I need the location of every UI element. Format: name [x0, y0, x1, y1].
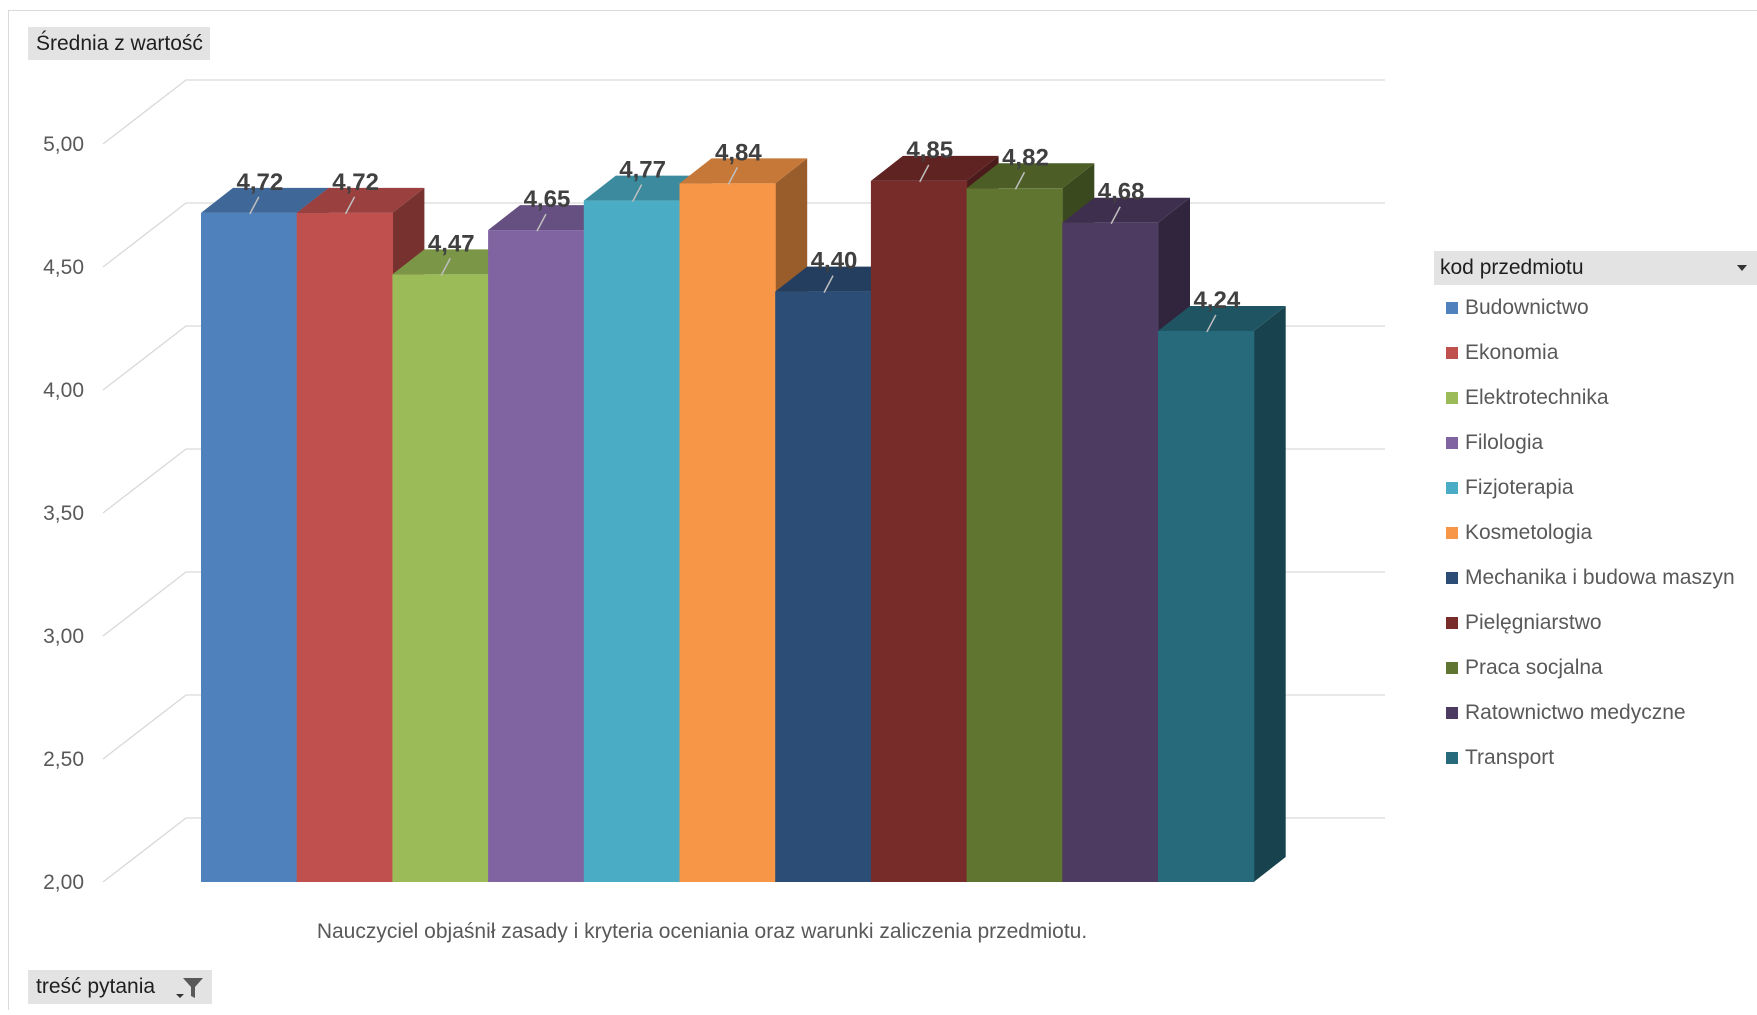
y-tick-label: 4,00 [43, 379, 84, 402]
bar-front [201, 212, 298, 882]
gridline [102, 79, 1385, 145]
bar-front [488, 230, 585, 883]
y-tick-label: 2,00 [43, 871, 84, 894]
y-tick-label: 5,00 [43, 133, 84, 156]
bar-top [1158, 305, 1286, 331]
legend-swatch [1446, 752, 1458, 764]
leader-line [631, 184, 643, 202]
legend-item[interactable]: Pielęgniarstwo [1434, 607, 1757, 652]
y-axis: 2,00 2,50 3,00 3,50 4,00 4,50 5,00 [43, 133, 84, 894]
leader-line [344, 196, 356, 215]
leader-line [1206, 314, 1217, 333]
bar-front [870, 180, 968, 882]
legend-item[interactable]: Filologia [1434, 427, 1757, 472]
filter-icon[interactable] [174, 976, 204, 1000]
bar-top [296, 187, 425, 213]
bar-top [679, 158, 808, 184]
bar-front [1062, 222, 1159, 883]
bar-front [775, 291, 872, 883]
data-label: 4,84 [715, 139, 762, 166]
data-label: 4,24 [1193, 287, 1240, 314]
category-label: Nauczyciel objaśnił zasady i kryteria oc… [317, 920, 1087, 943]
data-label: 4,40 [811, 248, 858, 275]
legend-item[interactable]: Praca socjalna [1434, 652, 1757, 697]
legend-label: Transport [1465, 746, 1555, 769]
legend-item[interactable]: Fizjoterapia [1434, 472, 1757, 517]
bar [1158, 305, 1286, 883]
leader-line [536, 213, 547, 232]
legend-swatch [1446, 347, 1458, 359]
legend-swatch [1446, 617, 1458, 629]
legend: kod przedmiotu Budownictwo Ekonomia Elektr… [1434, 251, 1757, 787]
bar-top [870, 155, 999, 181]
legend-label: Elektrotechnika [1465, 386, 1609, 409]
y-tick-label: 3,00 [43, 625, 84, 648]
legend-item[interactable]: Kosmetologia [1434, 517, 1757, 562]
values-field-label: Średnia z wartość [36, 32, 203, 55]
bar-front [392, 274, 489, 882]
bar-side [1253, 305, 1286, 883]
data-label: 4,72 [236, 169, 283, 196]
data-label: 4,82 [1002, 144, 1049, 171]
leader-line [249, 196, 260, 215]
y-tick-label: 4,50 [43, 256, 84, 279]
values-field-button[interactable]: Średnia z wartość [28, 27, 210, 60]
legend-list: Budownictwo Ekonomia Elektrotechnika Filolo… [1434, 292, 1757, 787]
legend-item[interactable]: Budownictwo [1434, 292, 1757, 337]
data-label: 4,68 [1098, 179, 1145, 206]
bar-top [201, 187, 329, 213]
bar-front [966, 188, 1063, 882]
legend-swatch [1446, 527, 1458, 539]
legend-label: Ratownictwo medyczne [1465, 701, 1686, 724]
leader-line [919, 164, 930, 183]
y-tick-label: 3,50 [43, 502, 84, 525]
legend-label: Praca socjalna [1465, 656, 1603, 679]
legend-label: Budownictwo [1465, 296, 1589, 319]
data-label: 4,65 [524, 186, 571, 213]
leader-line [727, 167, 739, 185]
legend-swatch [1446, 707, 1458, 719]
legend-label: Ekonomia [1465, 341, 1559, 364]
bar-front [583, 200, 681, 882]
legend-label: Mechanika i budowa maszyn [1465, 566, 1735, 589]
legend-title: kod przedmiotu [1440, 256, 1584, 279]
legend-swatch [1446, 482, 1458, 494]
legend-label: Fizjoterapia [1465, 476, 1574, 499]
legend-item[interactable]: Transport [1434, 742, 1757, 787]
data-label: 4,72 [332, 169, 379, 196]
leader-line [823, 275, 834, 293]
data-label: 4,77 [619, 157, 666, 184]
legend-field-button[interactable]: kod przedmiotu [1434, 251, 1757, 285]
leader-line [440, 258, 451, 276]
bar-front [679, 183, 776, 883]
leader-line [1110, 206, 1121, 225]
legend-item[interactable]: Mechanika i budowa maszyn [1434, 562, 1757, 607]
legend-swatch [1446, 437, 1458, 449]
bar-front [1158, 330, 1255, 883]
legend-label: Filologia [1465, 431, 1544, 454]
legend-item[interactable]: Ekonomia [1434, 337, 1757, 382]
y-tick-label: 2,50 [43, 748, 84, 771]
legend-item[interactable]: Elektrotechnika [1434, 382, 1757, 427]
filter-field-button[interactable]: treść pytania [28, 970, 212, 1004]
data-label: 4,47 [428, 230, 475, 257]
legend-swatch [1446, 662, 1458, 674]
legend-label: Pielęgniarstwo [1465, 611, 1602, 634]
bar-top [966, 163, 1095, 189]
bar-top [1062, 197, 1190, 223]
data-label: 4,85 [906, 137, 953, 164]
legend-swatch [1446, 392, 1458, 404]
legend-swatch [1446, 302, 1458, 314]
legend-label: Kosmetologia [1465, 521, 1593, 544]
legend-item[interactable]: Ratownictwo medyczne [1434, 697, 1757, 742]
bar-front [296, 212, 393, 882]
bars [201, 155, 1286, 883]
leader-line [1014, 171, 1026, 190]
dropdown-arrow-icon[interactable] [1737, 265, 1747, 271]
chart-area [8, 10, 1757, 1010]
legend-swatch [1446, 572, 1458, 584]
filter-field-label: treść pytania [36, 975, 156, 998]
data-labels: 4,72 4,72 4,47 4,65 4,77 4,84 4,40 4,85 4,82 4,68… [236, 137, 1241, 333]
